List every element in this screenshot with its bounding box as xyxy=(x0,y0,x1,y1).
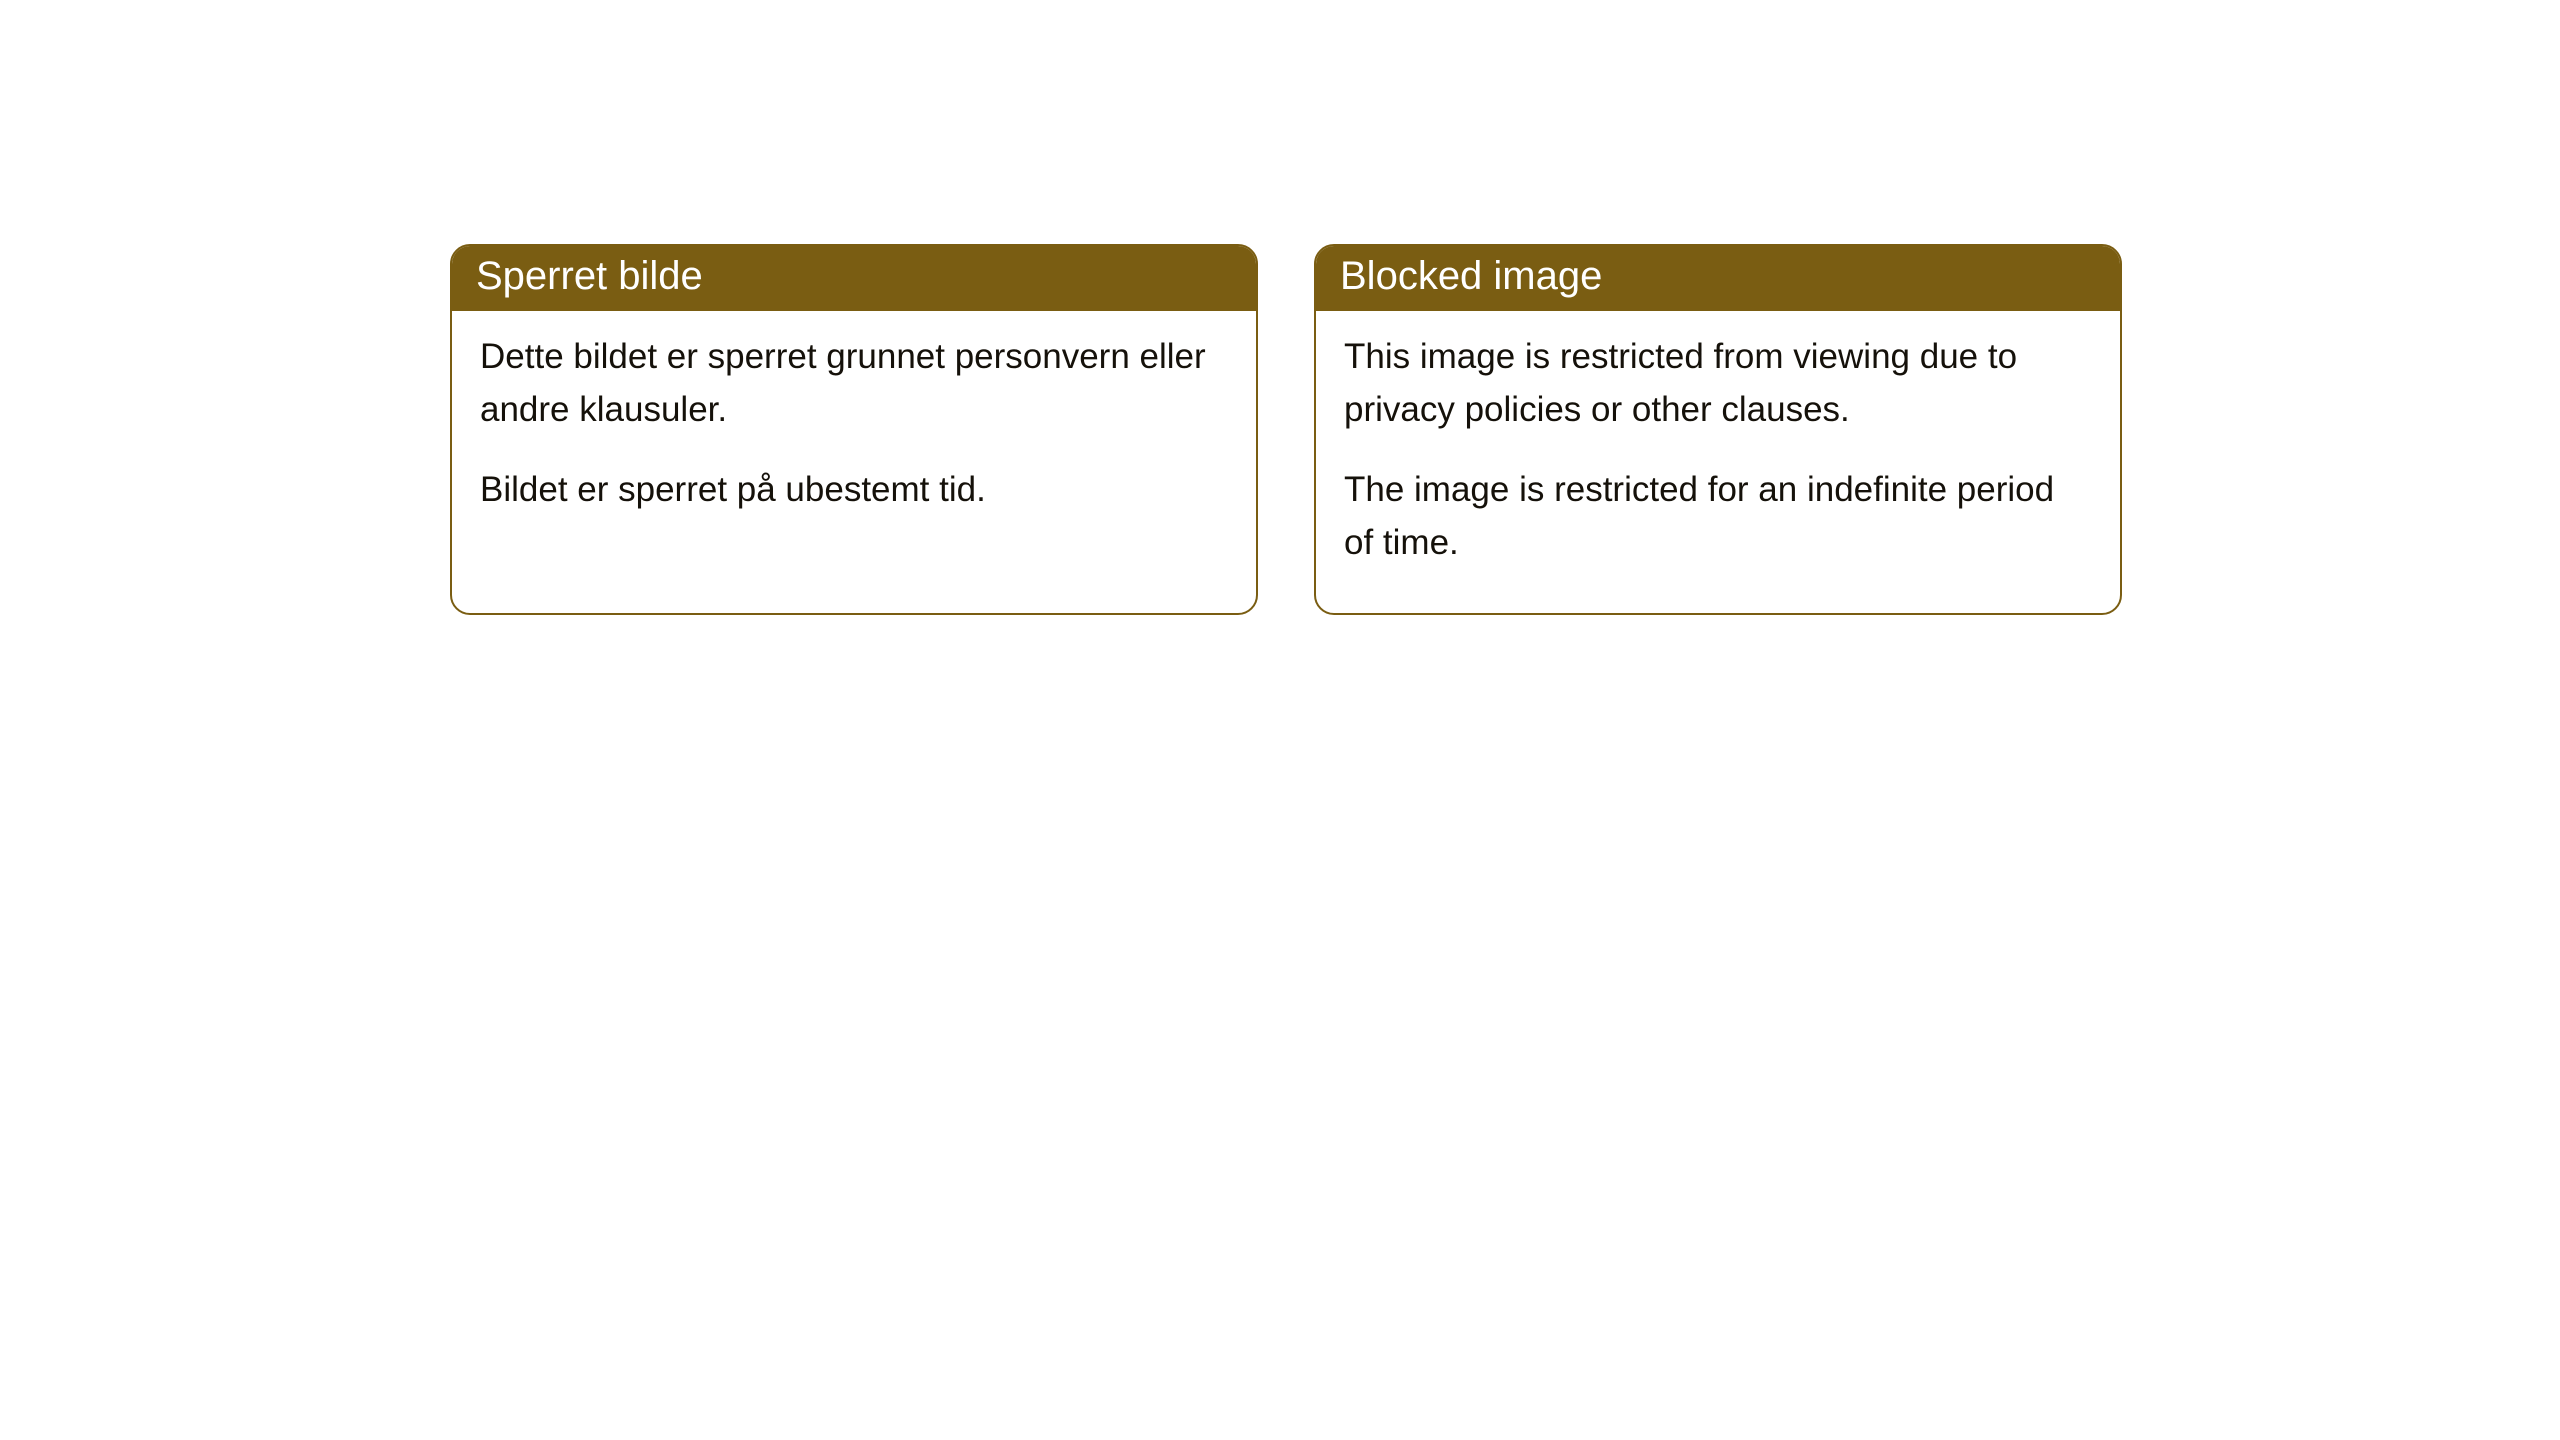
card-header-english: Blocked image xyxy=(1316,246,2120,311)
blocked-image-card-norwegian: Sperret bilde Dette bildet er sperret gr… xyxy=(450,244,1258,615)
notice-text-1-english: This image is restricted from viewing du… xyxy=(1344,331,2092,436)
card-header-norwegian: Sperret bilde xyxy=(452,246,1256,311)
notice-text-2-norwegian: Bildet er sperret på ubestemt tid. xyxy=(480,464,1228,517)
notice-cards-container: Sperret bilde Dette bildet er sperret gr… xyxy=(0,0,2560,615)
blocked-image-card-english: Blocked image This image is restricted f… xyxy=(1314,244,2122,615)
notice-text-1-norwegian: Dette bildet er sperret grunnet personve… xyxy=(480,331,1228,436)
notice-text-2-english: The image is restricted for an indefinit… xyxy=(1344,464,2092,569)
card-body-norwegian: Dette bildet er sperret grunnet personve… xyxy=(452,311,1256,561)
card-body-english: This image is restricted from viewing du… xyxy=(1316,311,2120,613)
